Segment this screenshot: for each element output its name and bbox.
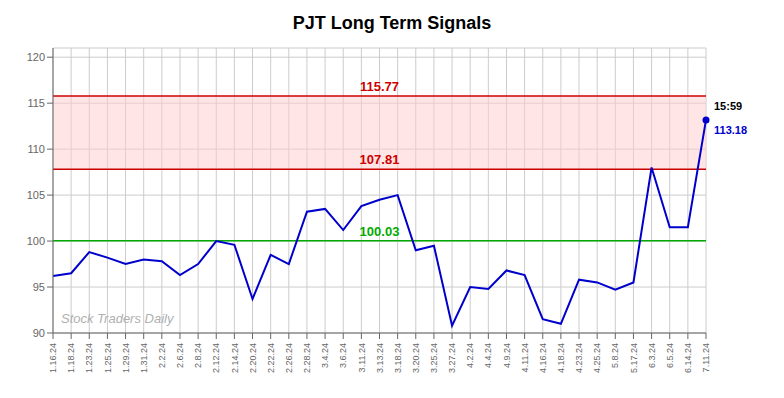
svg-text:5.8.24: 5.8.24 [610,343,620,368]
svg-text:4.2.24: 4.2.24 [465,343,475,368]
svg-text:6.3.24: 6.3.24 [647,343,657,368]
svg-text:1.29.24: 1.29.24 [121,343,131,373]
svg-text:4.16.24: 4.16.24 [538,343,548,373]
svg-text:107.81: 107.81 [360,152,400,167]
svg-text:15:59: 15:59 [714,100,742,112]
svg-text:6.14.24: 6.14.24 [683,343,693,373]
svg-text:105: 105 [27,189,45,201]
svg-text:3.25.24: 3.25.24 [429,343,439,373]
svg-text:100.03: 100.03 [360,224,400,239]
svg-text:4.4.24: 4.4.24 [483,343,493,368]
svg-text:120: 120 [27,51,45,63]
svg-text:2.2.24: 2.2.24 [157,343,167,368]
svg-text:3.27.24: 3.27.24 [447,343,457,373]
svg-text:3.6.24: 3.6.24 [338,343,348,368]
svg-text:2.28.24: 2.28.24 [302,343,312,373]
svg-text:115.77: 115.77 [360,79,399,94]
svg-text:3.20.24: 3.20.24 [411,343,421,373]
svg-text:4.11.24: 4.11.24 [520,343,530,372]
svg-text:110: 110 [27,143,45,155]
svg-text:2.12.24: 2.12.24 [211,343,221,373]
svg-text:4.9.24: 4.9.24 [502,343,512,368]
svg-text:5.17.24: 5.17.24 [629,343,639,373]
svg-text:2.20.24: 2.20.24 [248,343,258,373]
svg-text:1.18.24: 1.18.24 [66,343,76,373]
html-text:PJT Long Term Signals: PJT Long Term Signals [292,13,492,33]
svg-text:90: 90 [33,327,45,339]
svg-text:115: 115 [27,97,45,109]
svg-text:113.18: 113.18 [714,124,747,136]
svg-text:1.16.24: 1.16.24 [48,343,58,373]
svg-text:1.31.24: 1.31.24 [139,343,149,373]
svg-text:100: 100 [27,235,45,247]
svg-text:3.18.24: 3.18.24 [393,343,403,373]
html-text:Stock Traders Daily: Stock Traders Daily [61,311,174,326]
svg-text:2.26.24: 2.26.24 [284,343,294,373]
svg-text:7.11.24: 7.11.24 [701,343,711,372]
svg-text:1.25.24: 1.25.24 [103,343,113,373]
svg-text:2.8.24: 2.8.24 [193,343,203,368]
svg-text:95: 95 [33,281,45,293]
svg-text:3.13.24: 3.13.24 [375,343,385,373]
svg-text:2.14.24: 2.14.24 [230,343,240,373]
svg-text:2.22.24: 2.22.24 [266,343,276,373]
svg-text:6.5.24: 6.5.24 [665,343,675,368]
svg-text:3.11.24: 3.11.24 [357,343,367,372]
svg-text:4.25.24: 4.25.24 [592,343,602,373]
svg-text:3.4.24: 3.4.24 [320,343,330,368]
svg-text:1.23.24: 1.23.24 [84,343,94,373]
svg-text:2.6.24: 2.6.24 [175,343,185,368]
svg-text:4.23.24: 4.23.24 [574,343,584,373]
svg-text:4.18.24: 4.18.24 [556,343,566,373]
